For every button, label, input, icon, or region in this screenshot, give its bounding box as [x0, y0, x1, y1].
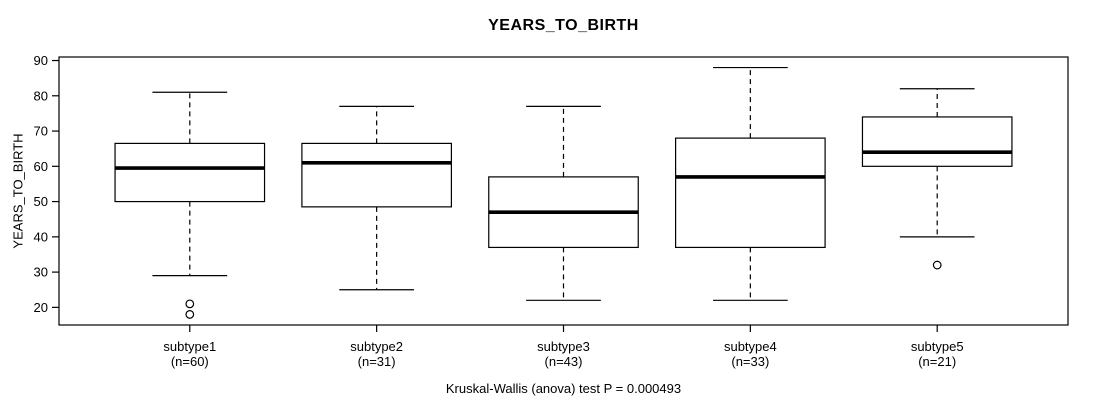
outlier-point-subtype5: [932, 260, 942, 270]
x-tick-sublabel-subtype3: (n=43): [545, 354, 583, 369]
kruskal-wallis-footnote: Kruskal-Wallis (anova) test P = 0.000493: [445, 381, 682, 396]
x-tick-sublabel-subtype4: (n=33): [731, 354, 769, 369]
chart-title: YEARS_TO_BIRTH: [488, 17, 639, 34]
y-tick-label: 40: [34, 229, 48, 244]
x-tick-label-subtype2: subtype2: [350, 339, 403, 354]
outlier-point-subtype1: [185, 299, 195, 309]
iqr-box-subtype1: [114, 142, 266, 203]
y-tick-label: 70: [34, 124, 48, 139]
y-tick-label: 80: [34, 88, 48, 103]
iqr-box-subtype2: [301, 142, 452, 208]
y-tick-label: 20: [34, 300, 48, 315]
outlier-point-subtype1: [185, 310, 195, 319]
x-tick-sublabel-subtype1: (n=60): [171, 354, 209, 369]
y-tick-label: 60: [34, 159, 48, 174]
y-tick-label: 90: [34, 53, 48, 68]
x-tick-label-subtype1: subtype1: [163, 339, 216, 354]
x-tick-label-subtype4: subtype4: [724, 339, 777, 354]
iqr-box-subtype5: [861, 116, 1013, 167]
x-tick-sublabel-subtype2: (n=31): [358, 354, 396, 369]
x-tick-sublabel-subtype5: (n=21): [918, 354, 956, 369]
y-tick-label: 50: [34, 194, 48, 209]
x-tick-label-subtype3: subtype3: [537, 339, 590, 354]
iqr-box-subtype4: [675, 137, 826, 249]
y-tick-label: 30: [34, 265, 48, 280]
x-tick-label-subtype5: subtype5: [911, 339, 964, 354]
